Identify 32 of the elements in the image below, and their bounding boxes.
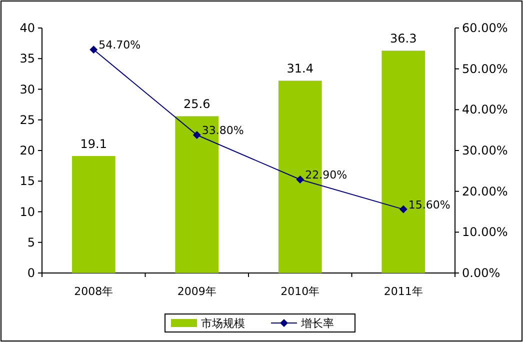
point xyxy=(192,130,201,139)
y2-tick-label: 10.00% xyxy=(462,225,508,240)
x-tick-label: 2009年 xyxy=(177,285,216,298)
x-tick-label: 2011年 xyxy=(384,285,423,298)
y-tick-label: 25 xyxy=(20,112,35,127)
y2-tick-label: 0.00% xyxy=(462,266,500,280)
x-tick-label: 2010年 xyxy=(280,285,320,298)
legend-label: 市场规模 xyxy=(201,317,245,330)
y2-tick-label: 20.00% xyxy=(462,184,508,198)
x-tick-label: 2008年 xyxy=(74,285,114,298)
data-label: 25.6 xyxy=(184,97,210,112)
y-tick-label: 15 xyxy=(20,174,35,188)
y-tick-label: 5 xyxy=(27,235,35,250)
y-tick-label: 40 xyxy=(20,21,35,35)
y2-tick-label: 40.00% xyxy=(462,102,508,117)
point xyxy=(296,175,304,184)
y2-tick-label: 30.00% xyxy=(462,144,508,158)
data-label: 54.70% xyxy=(98,38,141,52)
y-tick-label: 0 xyxy=(27,266,35,280)
y-tick-label: 10 xyxy=(20,204,35,219)
legend-label: 增长率 xyxy=(300,317,334,330)
y2-tick-label: 50.00% xyxy=(462,62,508,76)
y2-tick-label: 60.00% xyxy=(462,21,508,35)
data-label: 36.3 xyxy=(390,32,417,46)
y-tick-label: 35 xyxy=(20,52,35,66)
y-tick-label: 20 xyxy=(20,144,35,158)
y-tick-label: 30 xyxy=(20,82,35,96)
point xyxy=(399,205,408,214)
data-label: 31.4 xyxy=(286,62,314,76)
point xyxy=(90,46,98,54)
data-label: 19.1 xyxy=(80,137,107,152)
bar xyxy=(72,156,116,273)
